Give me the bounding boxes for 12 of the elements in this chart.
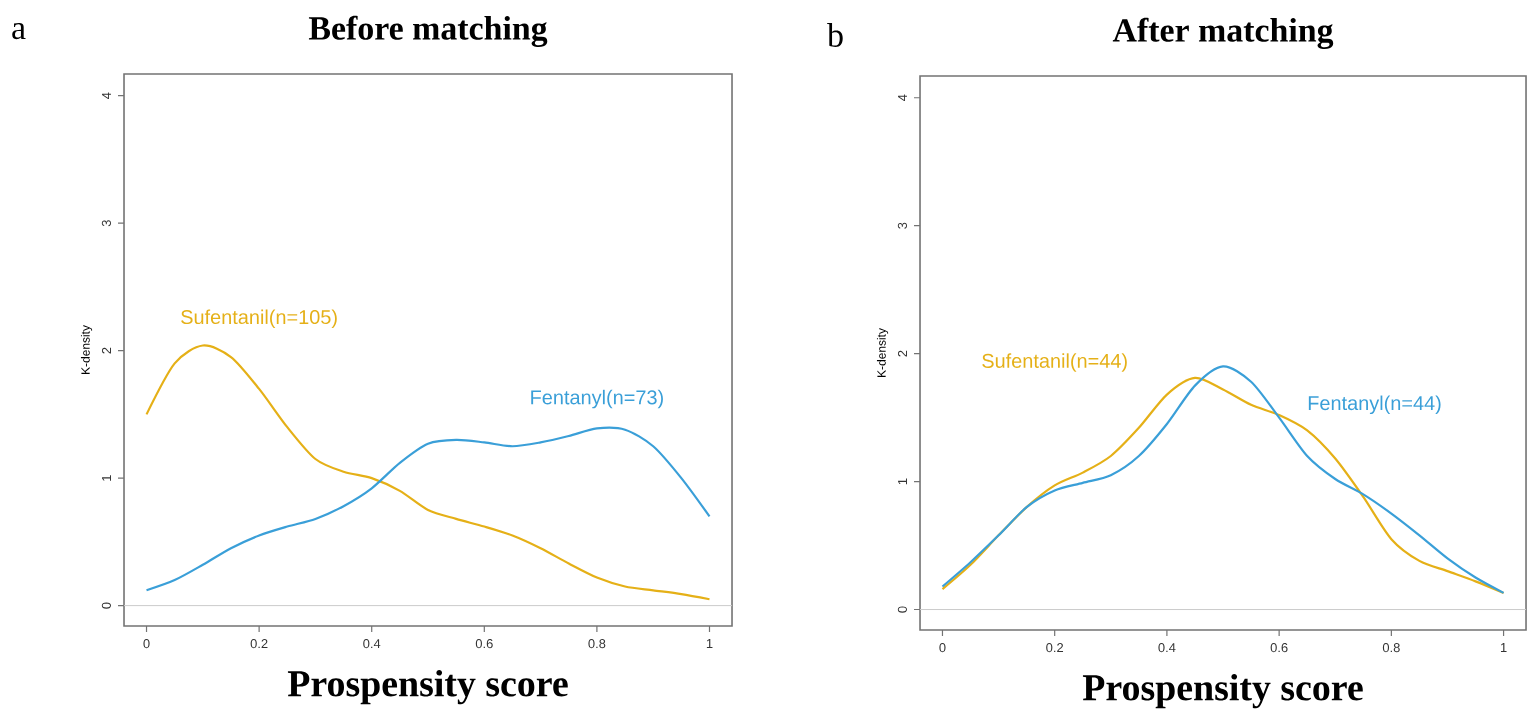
line-series	[145, 344, 711, 601]
x-axis-title: Prospensity score	[1082, 673, 1363, 709]
series-label: Sufentanil(n=105)	[181, 309, 337, 329]
chart-title: Before matching	[308, 15, 548, 47]
text: a	[12, 23, 26, 40]
text: b	[827, 23, 843, 47]
x-axis-title: Prospensity score	[287, 669, 568, 705]
line-series	[145, 426, 711, 592]
series-label: Fentanyl(n=44)	[1308, 395, 1441, 415]
series-label: Fentanyl(n=73)	[531, 389, 663, 409]
text: Sufentanil(n=44)	[982, 353, 1127, 372]
chart-title: After matching	[1112, 17, 1334, 49]
